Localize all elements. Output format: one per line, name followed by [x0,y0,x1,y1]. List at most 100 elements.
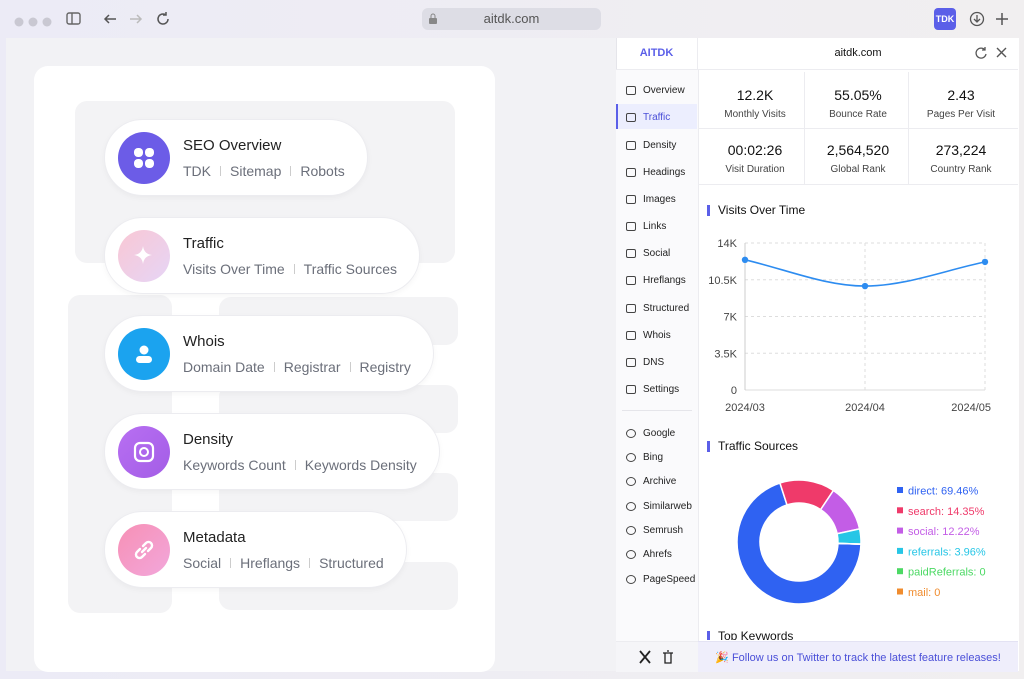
feature-item[interactable]: Robots [300,162,345,179]
tool-item[interactable]: Archive [616,469,697,493]
feature-item[interactable]: Keywords Density [304,456,417,473]
nav-item[interactable]: Settings [616,377,697,401]
feature-item[interactable]: Registrar [283,358,341,375]
x-tick-label: 2024/03 [725,402,765,414]
nav-icon [626,275,636,285]
tool-item[interactable]: Ahrefs [616,542,697,566]
y-tick-label: 0 [731,385,737,397]
legend-label: referrals: 3.96% [908,546,986,558]
nav-label: Overview [643,84,685,96]
stat: 273,224 Country Rank [910,142,1012,175]
y-tick-label: 14K [717,238,737,250]
nav-label: Density [643,139,677,151]
url: aitdk.com [483,11,540,26]
divider [698,184,1018,185]
nav-icon [626,248,636,258]
feature-text: Whois Domain Date Registrar Registry [183,333,411,375]
extension-badge[interactable]: TDK [934,8,956,30]
separator [294,459,296,470]
feature-icon [118,523,170,576]
nav-label: Settings [643,383,680,395]
feature-item[interactable]: Traffic Sources [303,260,398,277]
nav-icon [626,384,636,394]
feature-text: SEO Overview TDK Sitemap Robots [183,137,345,179]
feature-icon [118,131,170,184]
tool-item[interactable]: PageSpeed [616,567,697,591]
social-icons[interactable] [639,650,675,664]
nav-label: Images [643,193,676,205]
nav-item[interactable]: Social [616,241,697,265]
nav-icon [626,330,636,340]
nav-item[interactable]: Images [616,187,697,211]
footer-text[interactable]: 🎉 Follow us on Twitter to track the late… [715,652,1001,664]
section-title: Top Keywords [707,631,793,640]
feature-item[interactable]: Structured [319,554,384,571]
nav-item[interactable]: Headings [616,160,697,184]
nav-item[interactable]: Links [616,214,697,238]
feature-title: Whois [183,332,225,350]
footer-bar [698,641,1018,672]
feature-text: Traffic Visits Over Time Traffic Sources [183,235,397,277]
feature-item[interactable]: Sitemap [230,162,282,179]
stat: 2,564,520 Global Rank [807,142,909,175]
nav-item[interactable]: Whois [616,323,697,347]
feature-item[interactable]: Hreflangs [240,554,301,571]
nav-item[interactable]: Traffic [616,105,697,129]
feature-card: Whois Domain Date Registrar Registry [104,315,434,392]
toolbar-icons[interactable] [64,10,174,28]
stat-value: 273,224 [935,142,987,158]
sidebar-footer [616,641,698,672]
feature-card: SEO Overview TDK Sitemap Robots [104,119,368,196]
nav-item[interactable]: Structured [616,296,697,320]
divider [622,410,692,411]
stat: 2.43 Pages Per Visit [910,87,1012,120]
separator [290,165,292,176]
nav-item[interactable]: Overview [616,78,697,102]
feature-item[interactable]: TDK [183,162,211,179]
feature-card: Metadata Social Hreflangs Structured [104,511,407,588]
stat-label: Bounce Rate [829,109,887,120]
feature-item[interactable]: Keywords Count [183,456,286,473]
window-controls[interactable] [14,14,52,27]
divider [698,128,1018,129]
tool-item[interactable]: Similarweb [616,494,697,518]
feature-items: TDK Sitemap Robots [183,163,345,179]
nav-item[interactable]: Hreflangs [616,268,697,292]
feature-item[interactable]: Registry [359,358,411,375]
feature-title: Density [183,430,234,448]
legend-swatch [897,547,903,554]
stat-label: Monthly Visits [724,109,786,120]
tool-icon [626,452,636,462]
tool-item[interactable]: Semrush [616,518,697,542]
section-title: Traffic Sources [707,440,798,452]
feature-text: Density Keywords Count Keywords Density [183,431,417,473]
divider [616,69,1018,70]
sidebar [616,70,699,641]
nav-item[interactable]: Density [616,133,697,157]
feature-icon [118,327,170,380]
stat-label: Country Rank [930,164,992,175]
address-bar[interactable] [422,8,601,30]
tool-item[interactable]: Bing [616,445,697,469]
donut-segment [836,527,862,545]
browser-actions[interactable] [968,10,1014,28]
tool-icon [626,574,636,584]
feature-item[interactable]: Social [183,554,222,571]
tool-icon [626,501,636,511]
tool-label: PageSpeed [643,573,696,585]
tool-item[interactable]: Google [616,421,697,445]
feature-items: Social Hreflangs Structured [183,555,384,571]
feature-items: Keywords Count Keywords Density [183,457,417,473]
point [981,258,989,266]
legend-label: paidReferrals: 0 [908,567,986,579]
nav-item[interactable]: DNS [616,350,697,374]
donut-segment [837,542,861,545]
feature-item[interactable]: Domain Date [183,358,265,375]
point [741,256,749,263]
panel-actions[interactable] [974,46,1010,60]
stat-value: 2,564,520 [826,142,890,158]
nav-icon [626,221,636,231]
stat-value: 55.05% [834,87,882,103]
feature-item[interactable]: Visits Over Time [183,260,285,277]
